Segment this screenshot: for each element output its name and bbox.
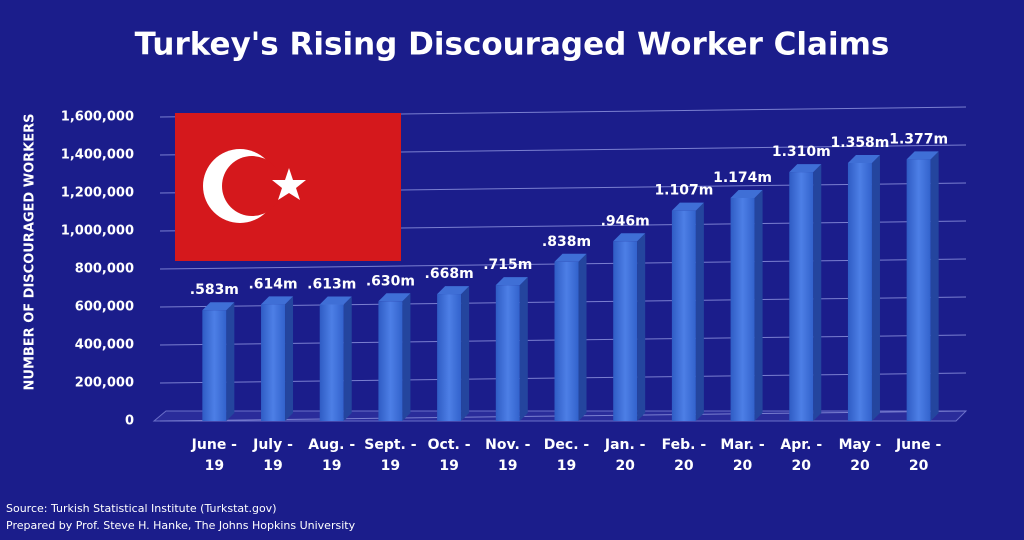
y-tick-label: 200,000 <box>75 376 134 391</box>
bar <box>847 162 872 422</box>
bar <box>437 294 462 421</box>
x-tick-label: May - 20 <box>838 437 882 474</box>
y-tick-label: 800,000 <box>75 262 134 277</box>
bar-top <box>378 293 411 302</box>
bar-side <box>578 253 587 421</box>
bar-side <box>754 189 763 421</box>
x-tick-label: Oct. - 19 <box>427 437 471 474</box>
bar-side <box>226 302 235 421</box>
bar <box>554 261 579 421</box>
value-label: .946m <box>601 213 650 229</box>
bar <box>319 304 344 421</box>
x-tick-label: Feb. - 20 <box>661 437 707 474</box>
bar-side <box>402 293 411 421</box>
value-label: .668m <box>425 266 474 282</box>
y-tick-label: 0 <box>125 414 134 429</box>
y-tick-label: 1,000,000 <box>61 224 134 239</box>
value-label: 1.174m <box>713 170 772 186</box>
x-tick-label: Aug. - 19 <box>308 437 356 474</box>
x-tick-label: June - 20 <box>895 437 942 474</box>
bar-top <box>613 233 646 242</box>
y-tick-label: 400,000 <box>75 338 134 353</box>
flag-image <box>175 113 401 261</box>
bar <box>671 210 696 421</box>
bar-top <box>319 296 352 305</box>
bar <box>202 310 227 421</box>
bar-side <box>461 286 470 421</box>
bar-top <box>261 296 294 305</box>
bar-top <box>671 202 704 211</box>
bar-side <box>285 296 294 421</box>
value-label: .613m <box>307 277 356 293</box>
bar-top <box>202 302 235 311</box>
x-tick-label: Apr. - 20 <box>780 437 823 474</box>
y-axis-label: NUMBER OF DISCOURAGED WORKERS <box>23 114 38 391</box>
source-note: Source: Turkish Statistical Institute (T… <box>6 502 277 515</box>
value-label: 1.377m <box>889 131 948 147</box>
bar-side <box>343 296 352 421</box>
bar <box>261 304 286 421</box>
bar-top <box>906 151 939 160</box>
x-tick-label: July - 19 <box>253 437 293 474</box>
bar-top <box>847 154 880 163</box>
value-label: 1.107m <box>654 183 713 199</box>
bar-top <box>789 164 822 173</box>
x-tick-label: Jan. - 20 <box>604 437 646 474</box>
bar-top <box>554 253 587 262</box>
bar-side <box>871 154 880 422</box>
value-label: .583m <box>190 282 239 298</box>
value-label: .630m <box>366 273 415 289</box>
y-tick-label: 600,000 <box>75 300 134 315</box>
y-tick-label: 1,400,000 <box>61 148 134 163</box>
bar-top <box>437 286 470 295</box>
bar-side <box>813 164 822 421</box>
x-tick-label: Mar. - 20 <box>720 437 765 474</box>
value-label: .614m <box>248 276 297 292</box>
x-tick-label: Dec. - 19 <box>543 437 590 474</box>
chart-title: Turkey's Rising Discouraged Worker Claim… <box>135 27 890 63</box>
bar <box>495 285 520 421</box>
bar-side <box>930 151 939 421</box>
bar <box>906 159 931 421</box>
y-tick-label: 1,600,000 <box>61 110 134 125</box>
source-note: Prepared by Prof. Steve H. Hanke, The Jo… <box>6 519 356 532</box>
bar-side <box>695 202 704 421</box>
bar <box>378 301 403 421</box>
bar <box>789 172 814 421</box>
bar-side <box>637 233 646 421</box>
y-tick-label: 1,200,000 <box>61 186 134 201</box>
x-tick-label: June - 19 <box>191 437 237 474</box>
value-label: 1.358m <box>831 135 890 151</box>
bar-side <box>519 277 528 421</box>
bar <box>730 197 755 421</box>
bar-top <box>730 189 763 198</box>
value-label: .838m <box>542 234 591 250</box>
bar <box>613 241 638 421</box>
bar-top <box>495 277 528 286</box>
x-tick-label: Nov. - 19 <box>485 437 531 474</box>
value-label: 1.310m <box>772 144 831 160</box>
value-label: .715m <box>483 257 532 273</box>
x-tick-label: Sept. - 19 <box>364 437 417 474</box>
